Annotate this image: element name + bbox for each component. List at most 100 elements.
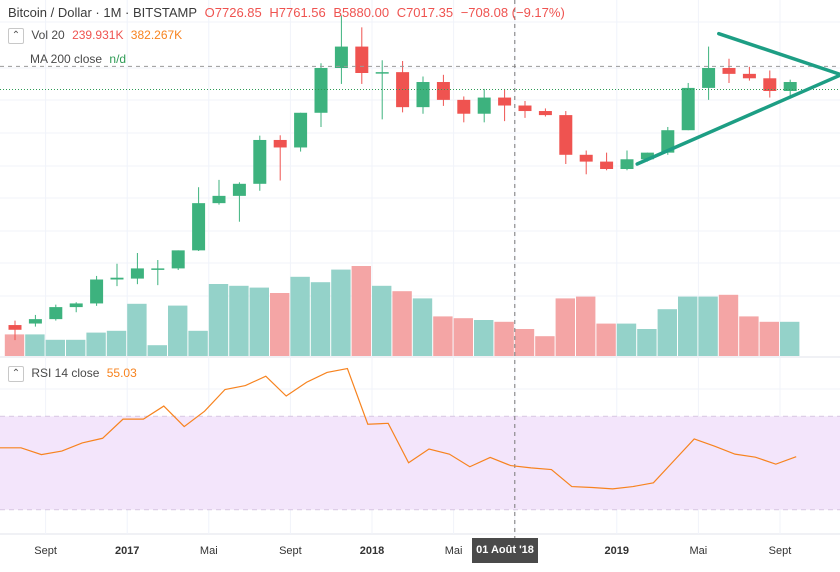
close-value: C7017.35 bbox=[396, 5, 454, 20]
candle-body bbox=[763, 78, 777, 92]
candle-body bbox=[436, 82, 450, 100]
candle-body bbox=[171, 250, 185, 269]
candle-body bbox=[783, 82, 797, 92]
high-value: H7761.56 bbox=[269, 5, 326, 20]
candle-body bbox=[130, 268, 144, 279]
open-value: O7726.85 bbox=[204, 5, 262, 20]
crosshair-date-badge: 01 Août '18 bbox=[472, 538, 538, 563]
volume-bar bbox=[678, 296, 698, 356]
rsi-legend: ⌃ RSI 14 close 55.03 bbox=[8, 366, 141, 382]
triangle-lower-line bbox=[635, 73, 840, 166]
candle-body bbox=[681, 87, 695, 131]
candle-body bbox=[538, 111, 552, 116]
candle-body bbox=[232, 183, 246, 196]
candle-body bbox=[151, 268, 165, 270]
volume-bar bbox=[249, 287, 269, 356]
volume-bar bbox=[596, 323, 616, 356]
candle-body bbox=[498, 97, 512, 106]
candle-body bbox=[600, 161, 614, 169]
candle-body bbox=[477, 97, 491, 114]
volume-bar bbox=[698, 296, 718, 356]
rsi-band bbox=[0, 416, 840, 510]
volume-bar bbox=[290, 276, 310, 356]
candle-body bbox=[702, 68, 716, 88]
volume-legend: ⌃ Vol 20 239.931K 382.267K bbox=[8, 28, 186, 44]
volume-bar bbox=[759, 321, 779, 356]
x-tick-label: Mai bbox=[689, 545, 708, 557]
volume-bar bbox=[127, 303, 147, 356]
volume-bar bbox=[331, 269, 351, 356]
volume-bar bbox=[392, 291, 412, 356]
volume-bar bbox=[780, 321, 800, 356]
volume-bar bbox=[453, 318, 473, 356]
symbol-legend: Bitcoin / Dollar · 1M · BITSTAMP O7726.8… bbox=[8, 5, 569, 20]
candle-body bbox=[518, 105, 532, 112]
low-value: B5880.00 bbox=[333, 5, 390, 20]
candle-body bbox=[375, 72, 389, 74]
x-tick-label: Sept bbox=[279, 545, 302, 557]
candle-body bbox=[620, 159, 634, 169]
overlays bbox=[0, 0, 840, 540]
change-value: −708.08 (−9.17%) bbox=[460, 5, 565, 20]
volume-bar bbox=[555, 298, 575, 356]
volume-bar bbox=[372, 285, 392, 356]
volume-bar bbox=[616, 323, 637, 356]
volume-bar bbox=[4, 334, 25, 356]
volume-bar bbox=[718, 294, 739, 356]
candles bbox=[8, 15, 797, 341]
volume-bar bbox=[208, 284, 229, 356]
volume-bar bbox=[657, 309, 677, 356]
rsi-label: RSI 14 close bbox=[31, 366, 100, 381]
volume-value-2: 382.267K bbox=[130, 28, 183, 43]
candle-body bbox=[722, 68, 736, 74]
ma-legend: MA 200 close n/d bbox=[30, 52, 130, 66]
chevron-up-icon[interactable]: ⌃ bbox=[8, 366, 24, 382]
candle-body bbox=[212, 195, 226, 204]
candle-body bbox=[334, 46, 348, 69]
volume-bar bbox=[494, 321, 514, 356]
candle-body bbox=[640, 152, 654, 160]
volume-bar bbox=[86, 332, 106, 356]
candle-body bbox=[579, 154, 593, 162]
volume-bar bbox=[739, 316, 759, 356]
candle-body bbox=[69, 303, 83, 308]
volume-bar bbox=[576, 296, 596, 356]
volume-bar bbox=[535, 336, 555, 356]
x-tick-label: Mai bbox=[444, 545, 463, 557]
volume-bar bbox=[310, 282, 331, 356]
candle-body bbox=[8, 325, 22, 330]
candle-body bbox=[661, 130, 675, 153]
volume-bar bbox=[45, 339, 65, 356]
volume-bar bbox=[168, 305, 188, 356]
candle-body bbox=[90, 279, 104, 304]
candle-body bbox=[49, 307, 63, 320]
candle-body bbox=[355, 46, 369, 73]
volume-bar bbox=[474, 320, 494, 356]
x-tick-label: 2017 bbox=[114, 545, 140, 557]
candle-body bbox=[192, 203, 206, 251]
volume-bar bbox=[229, 285, 249, 356]
candle-body bbox=[110, 277, 124, 280]
symbol-label: Bitcoin / Dollar · 1M · BITSTAMP bbox=[8, 5, 198, 20]
volume-bar bbox=[106, 330, 127, 356]
x-tick-label: 2018 bbox=[359, 545, 385, 557]
volume-value-1: 239.931K bbox=[72, 28, 124, 43]
candle-body bbox=[416, 82, 430, 108]
candle-body bbox=[742, 73, 756, 79]
triangle-upper-line bbox=[717, 31, 840, 77]
ma-label: MA 200 close bbox=[30, 52, 103, 66]
chevron-up-icon[interactable]: ⌃ bbox=[8, 28, 24, 44]
rsi-line bbox=[0, 367, 797, 490]
volume-bar bbox=[147, 345, 167, 356]
volume-label: Vol 20 bbox=[31, 28, 65, 43]
candle-body bbox=[28, 319, 42, 324]
volume-bar bbox=[637, 329, 657, 356]
x-tick-label: Mai bbox=[199, 545, 218, 557]
x-tick-label: Sept bbox=[768, 545, 792, 557]
volume-bar bbox=[270, 293, 290, 356]
x-tick-label: 2019 bbox=[604, 545, 630, 557]
candle-body bbox=[314, 68, 328, 113]
volume-bar bbox=[412, 298, 433, 356]
